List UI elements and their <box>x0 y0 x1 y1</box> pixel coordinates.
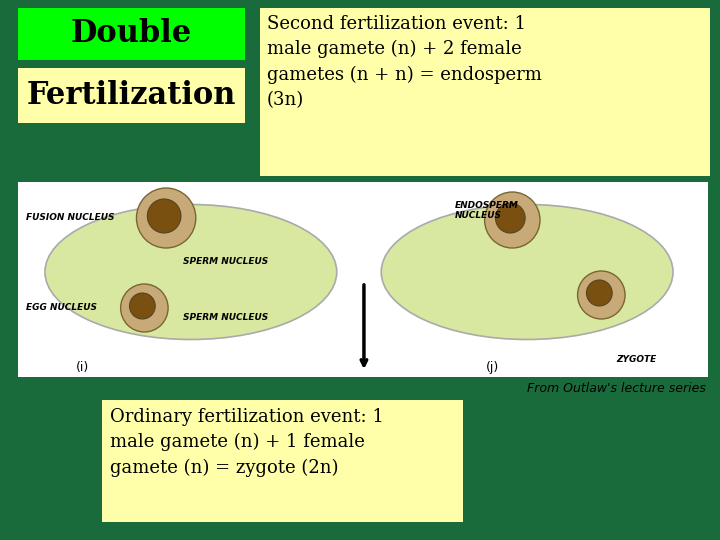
Text: Second fertilization event: 1
male gamete (n) + 2 female
gametes (n + n) = endos: Second fertilization event: 1 male gamet… <box>267 15 542 109</box>
Bar <box>18 182 708 377</box>
Text: SPERM NUCLEUS: SPERM NUCLEUS <box>183 258 268 267</box>
Ellipse shape <box>45 205 337 340</box>
Text: Ordinary fertilization event: 1
male gamete (n) + 1 female
gamete (n) = zygote (: Ordinary fertilization event: 1 male gam… <box>109 408 384 477</box>
Circle shape <box>485 192 540 248</box>
Bar <box>102 400 463 522</box>
Text: From Outlaw's lecture series: From Outlaw's lecture series <box>527 382 706 395</box>
Text: (j): (j) <box>486 361 499 375</box>
Circle shape <box>148 199 181 233</box>
Circle shape <box>495 203 525 233</box>
Text: SPERM NUCLEUS: SPERM NUCLEUS <box>183 314 268 322</box>
Circle shape <box>137 188 196 248</box>
Text: Double: Double <box>71 18 192 50</box>
Circle shape <box>577 271 625 319</box>
Text: NUCLEUS: NUCLEUS <box>455 211 502 219</box>
Text: FUSION NUCLEUS: FUSION NUCLEUS <box>26 213 114 222</box>
Circle shape <box>587 280 612 306</box>
Circle shape <box>130 293 156 319</box>
Bar <box>260 8 710 176</box>
Circle shape <box>121 284 168 332</box>
Text: ENDOSPERM: ENDOSPERM <box>455 200 519 210</box>
Bar <box>18 68 246 123</box>
Bar <box>18 8 246 60</box>
Text: EGG NUCLEUS: EGG NUCLEUS <box>26 303 96 313</box>
Ellipse shape <box>382 205 673 340</box>
Text: (i): (i) <box>76 361 89 375</box>
Text: Fertilization: Fertilization <box>27 79 236 111</box>
Text: ZYGOTE: ZYGOTE <box>616 355 656 364</box>
